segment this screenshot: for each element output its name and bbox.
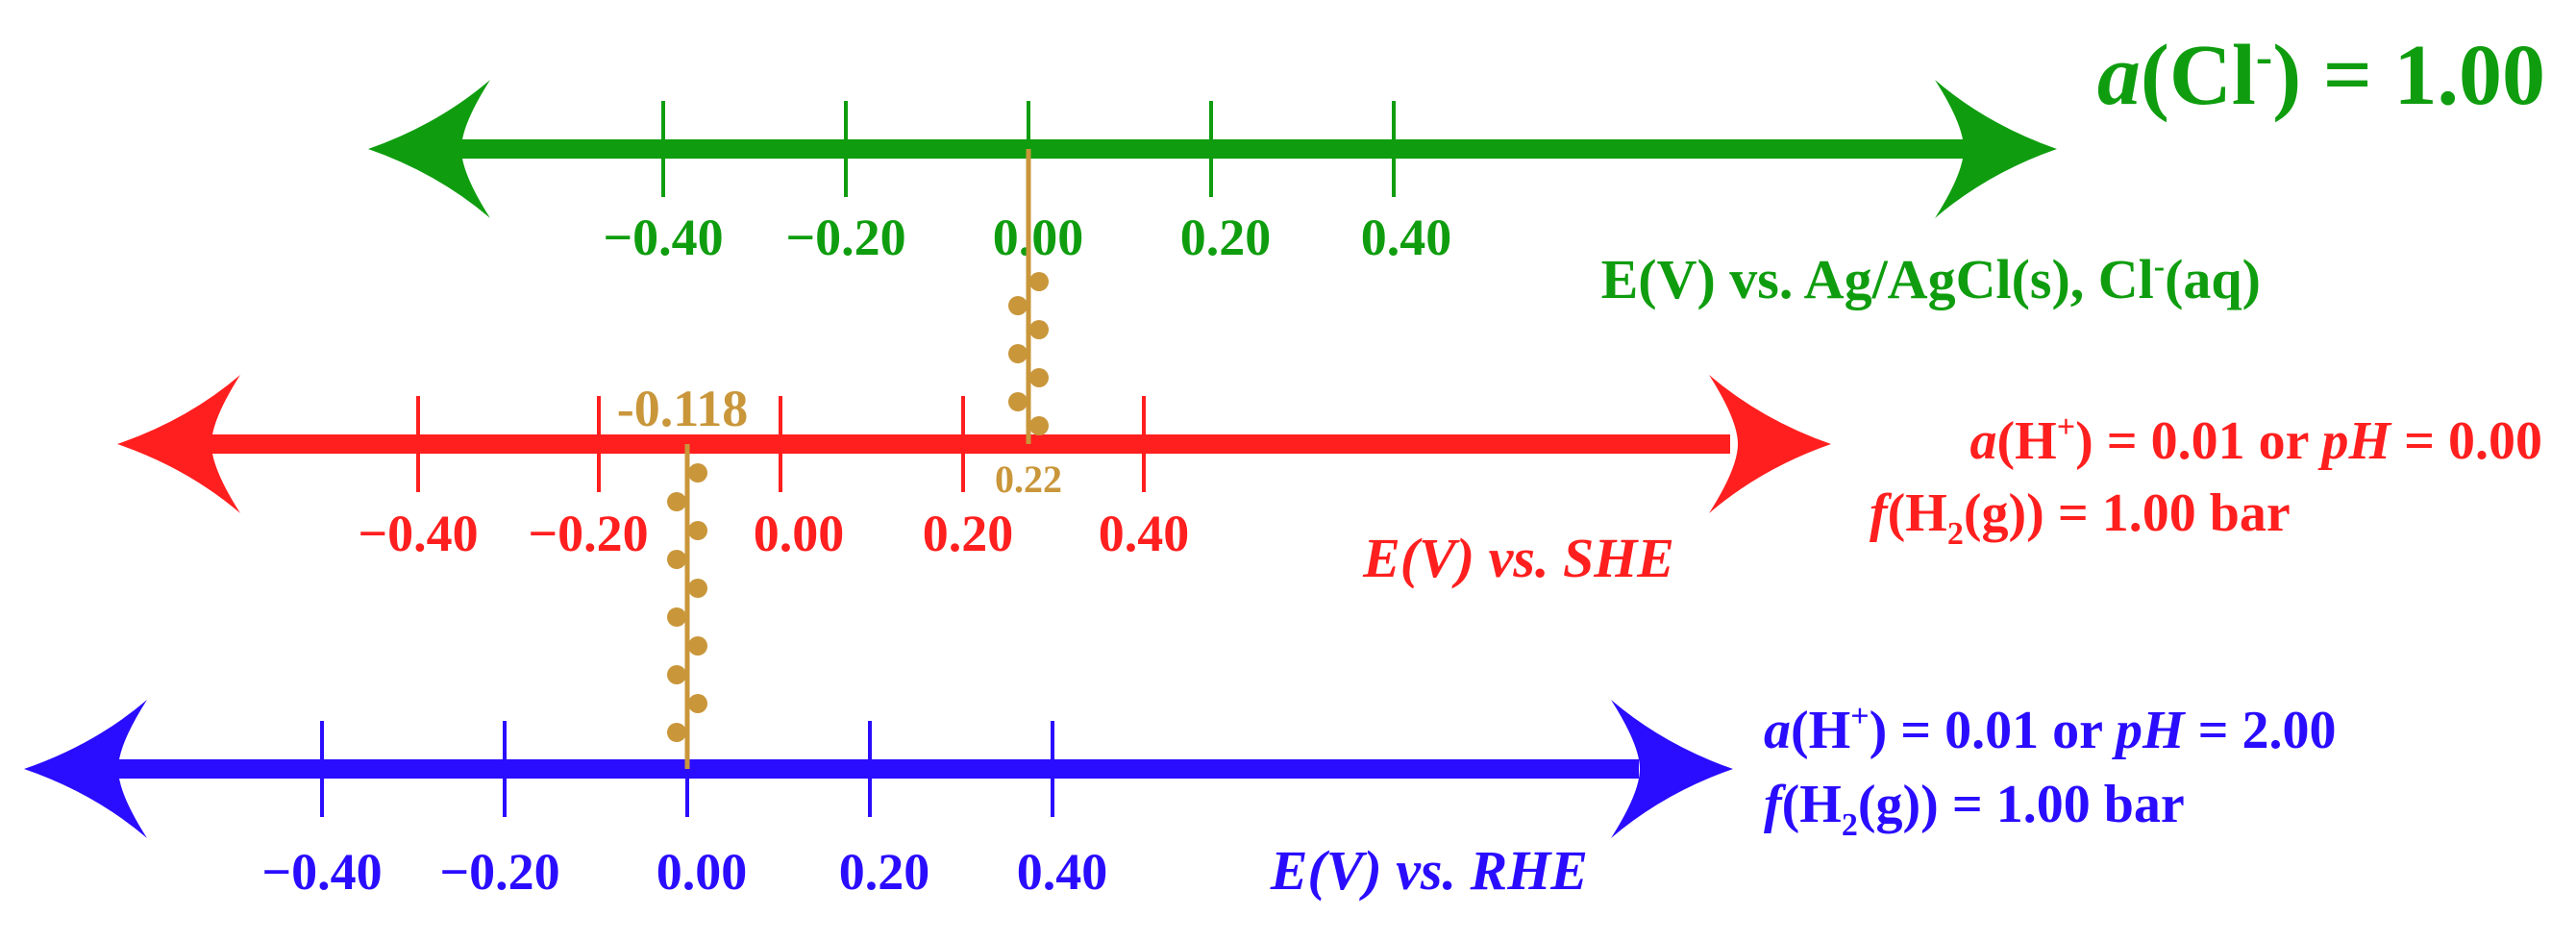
connector-bead	[1029, 320, 1049, 339]
rhe-left-arrowhead	[24, 700, 147, 838]
agagcl-tick-label: 0.00	[993, 209, 1084, 266]
connector-bead	[1008, 392, 1028, 411]
rhe-right-arrowhead	[1611, 700, 1733, 838]
she-axis: −0.40 −0.20 0.00 0.20 0.40	[117, 375, 1831, 562]
connector-bead	[667, 607, 686, 627]
connector-bead	[1029, 272, 1049, 291]
rhe-axis-title: E(V) vs. RHE	[1270, 839, 1588, 902]
connector-bead	[1008, 344, 1028, 363]
connector-bead	[688, 694, 707, 713]
connector-bead	[667, 665, 686, 684]
connector-bead	[1029, 416, 1049, 435]
agagcl-tick-label: −0.40	[603, 209, 723, 266]
she-tick-label: 0.40	[1099, 505, 1190, 562]
rhe-tick-label: 0.20	[839, 843, 930, 901]
she-rhe-connector	[667, 444, 707, 769]
connector-bead	[667, 723, 686, 742]
rhe-h2-fugacity-label: f(H2(g)) = 1.00 bar	[1764, 775, 2185, 843]
connector-bead	[1008, 296, 1028, 315]
connector-bead	[688, 579, 707, 598]
she-h2-fugacity-label: f(H2(g)) = 1.00 bar	[1870, 483, 2291, 552]
cl-activity-label: a(Cl-) = 1.00	[2097, 28, 2545, 123]
agagcl-tick-label: 0.20	[1180, 209, 1272, 266]
connector-bead	[1029, 368, 1049, 387]
rhe-tick-label: 0.40	[1017, 843, 1108, 901]
agagcl-tick-label: −0.20	[785, 209, 905, 266]
agagcl-tick-label: 0.40	[1361, 209, 1452, 266]
agagcl-she-connector	[1008, 149, 1049, 444]
rhe-tick-label: 0.00	[656, 843, 748, 901]
she-axis-title: E(V) vs. SHE	[1362, 527, 1674, 589]
agagcl-axis: −0.40 −0.20 0.00 0.20 0.40	[368, 80, 2057, 266]
rhe-tick-label: −0.20	[439, 843, 559, 901]
rhe-h-activity-label: a(H+) = 0.01 or pH = 2.00	[1764, 699, 2336, 760]
agagcl-left-arrowhead	[368, 80, 490, 218]
connector-bead	[667, 550, 686, 569]
connector-bead	[667, 492, 686, 511]
she-tick-label: 0.00	[754, 505, 845, 562]
rhe-tick-label: −0.40	[261, 843, 382, 901]
she-tick-label: −0.20	[528, 505, 648, 562]
rhe-axis: −0.40 −0.20 0.00 0.20 0.40	[24, 700, 1733, 901]
agagcl-offset-label: 0.22	[995, 458, 1062, 501]
she-left-arrowhead	[117, 375, 240, 513]
she-h-activity-label: a(H+) = 0.01 or pH = 0.00	[1970, 409, 2542, 471]
she-tick-label: −0.40	[358, 505, 478, 562]
agagcl-right-arrowhead	[1935, 80, 2057, 218]
connector-bead	[688, 636, 707, 656]
rhe-offset-label: -0.118	[617, 380, 749, 437]
she-right-arrowhead	[1709, 375, 1831, 513]
she-tick-label: 0.20	[923, 505, 1014, 562]
agagcl-axis-title: E(V) vs. Ag/AgCl(s), Cl-(aq)	[1601, 248, 2261, 310]
connector-bead	[688, 463, 707, 483]
connector-bead	[688, 521, 707, 540]
